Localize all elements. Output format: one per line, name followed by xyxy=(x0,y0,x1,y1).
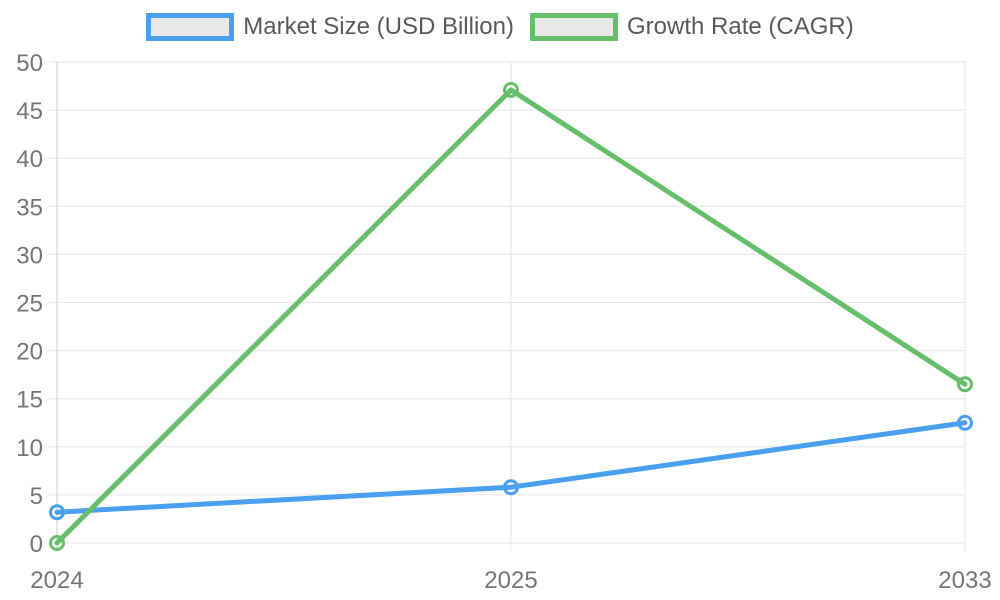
y-tick-label: 30 xyxy=(16,242,43,269)
y-tick-label: 40 xyxy=(16,146,43,173)
series-marker-0 xyxy=(503,479,519,496)
y-tick-label: 35 xyxy=(16,194,43,221)
series-marker-1 xyxy=(49,535,65,551)
series-marker-0 xyxy=(49,504,65,521)
y-tick-label: 25 xyxy=(16,291,43,318)
legend-label-market-size: Market Size (USD Billion) xyxy=(243,13,514,40)
y-tick-label: 45 xyxy=(16,98,43,125)
series-marker-1 xyxy=(957,376,973,393)
x-tick-label: 2024 xyxy=(30,567,83,594)
series-line-0 xyxy=(54,420,968,515)
y-tick-label: 10 xyxy=(16,435,43,462)
y-tick-label: 5 xyxy=(30,483,43,510)
series-marker-1 xyxy=(503,81,519,98)
y-tick-label: 15 xyxy=(16,387,43,414)
legend-swatch-growth-rate-icon xyxy=(530,13,618,41)
legend-item-growth-rate[interactable]: Growth Rate (CAGR) xyxy=(530,13,854,41)
chart-legend: Market Size (USD Billion) Growth Rate (C… xyxy=(0,13,1000,41)
legend-swatch-market-size-icon xyxy=(146,13,235,41)
legend-item-market-size[interactable]: Market Size (USD Billion) xyxy=(146,13,514,41)
legend-label-growth-rate: Growth Rate (CAGR) xyxy=(627,13,854,40)
series-line-1 xyxy=(54,87,968,546)
y-tick-label: 50 xyxy=(16,50,43,77)
x-tick-label: 2025 xyxy=(484,567,537,594)
series-marker-0 xyxy=(957,414,973,431)
x-tick-label: 2033 xyxy=(938,567,991,594)
y-tick-label: 20 xyxy=(16,339,43,366)
y-tick-label: 0 xyxy=(30,531,43,558)
